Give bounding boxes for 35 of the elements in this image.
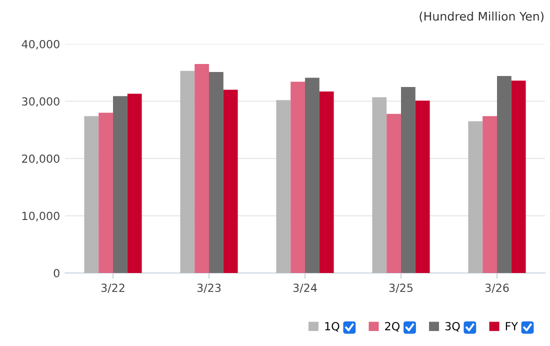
bar	[113, 96, 128, 273]
bar	[386, 114, 401, 273]
y-tick-label: 0	[54, 268, 60, 278]
bar	[511, 80, 526, 273]
bar	[84, 116, 99, 273]
x-tick-label: 3/25	[389, 284, 413, 293]
bar	[482, 116, 497, 273]
bar	[98, 112, 113, 273]
legend-label: 1Q	[325, 322, 340, 332]
bar	[194, 64, 209, 273]
bar	[290, 82, 305, 273]
bar	[401, 86, 416, 273]
bar	[209, 72, 224, 273]
x-tick-label: 3/26	[485, 284, 509, 293]
text: (Hundred Million Yen)	[420, 12, 544, 22]
x-tick-label: 3/23	[197, 284, 221, 293]
x-tick-label: 3/22	[101, 284, 124, 293]
y-tick-label: 10,000	[22, 212, 60, 222]
x-tick-label: 3/24	[293, 284, 317, 293]
bar	[372, 97, 387, 273]
bar	[497, 76, 512, 273]
y-tick-label: 20,000	[22, 154, 60, 164]
bar	[305, 78, 320, 273]
bar	[127, 94, 142, 273]
bar	[223, 90, 238, 273]
bar	[319, 92, 334, 273]
y-tick-label: 30,000	[22, 97, 60, 107]
legend-label: 3Q	[445, 322, 460, 332]
bar	[468, 121, 483, 273]
bar	[276, 100, 291, 273]
y-tick-label: 40,000	[22, 40, 60, 50]
legend-label: FY	[506, 322, 518, 330]
legend-label: 2Q	[385, 322, 400, 332]
bar	[180, 70, 195, 273]
bar	[415, 100, 430, 273]
